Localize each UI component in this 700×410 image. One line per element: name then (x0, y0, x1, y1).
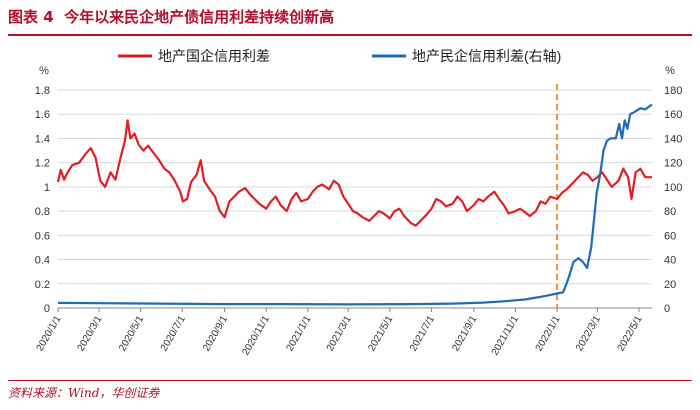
x-tick-label: 2020/3/1 (76, 314, 105, 354)
chart-grid (58, 89, 652, 309)
x-tick-label: 2022/3/1 (574, 314, 603, 354)
y-left-tick-label: 0.4 (35, 255, 50, 267)
y-left-tick-label: 1.2 (35, 158, 50, 170)
x-tick-label: 2022/1/1 (534, 314, 563, 354)
y-left-tick-label: 0.8 (35, 206, 50, 218)
x-tick-label: 2021/7/1 (408, 314, 437, 354)
series-line-1 (57, 103, 653, 306)
legend-label-0: 地产国企信用利差 (158, 48, 270, 64)
title-divider (8, 34, 692, 36)
y-right-tick-label: 140 (664, 133, 682, 145)
chart-container: 0 0.2 0.4 0.6 0.8 1 1.2 1.4 1.6 1.8 0 20 40 60 80 100 12… (0, 34, 700, 379)
series-line-0 (56, 119, 652, 227)
chart-svg: 0 0.2 0.4 0.6 0.8 1 1.2 1.4 1.6 1.8 0 20 40 60 80 100 12… (35, 48, 683, 358)
x-tick-label: 2020/5/1 (117, 314, 146, 354)
figure-title-text: 今年以来民企地产债信用利差持续创新高 (64, 8, 335, 26)
x-tick-label: 2022/5/1 (616, 314, 645, 354)
y-right-unit: % (665, 65, 675, 77)
x-tick-label: 2020/1/1 (35, 314, 64, 354)
chart-legend: 地产国企信用利差 地产民企信用利差(右轴) (118, 48, 561, 64)
x-tick-label: 2021/9/1 (450, 314, 479, 354)
y-right-tick-label: 100 (664, 182, 682, 194)
x-tick-label: 2020/9/1 (201, 314, 230, 354)
y-right-tick-label: 20 (664, 279, 676, 291)
y-left-tick-label: 0.2 (35, 279, 50, 291)
y-right-tick-label: 160 (664, 109, 682, 121)
y-right-tick-label: 180 (664, 85, 682, 97)
x-tick-label: 2021/11/1 (490, 314, 522, 358)
legend-label-1: 地产民企信用利差(右轴) (412, 48, 561, 64)
y-right-tick-label: 80 (664, 206, 676, 218)
source-note: 资料来源：Wind，华创证券 (8, 386, 160, 400)
y-left-tick-label: 1 (44, 182, 50, 194)
y-right-tick-label: 0 (664, 303, 670, 315)
figure-title: 图表 4 今年以来民企地产债信用利差持续创新高 (8, 6, 334, 27)
figure-label: 图表 4 (8, 8, 54, 26)
y-right-tick-label: 120 (664, 158, 682, 170)
x-tick-label: 2021/1/1 (284, 314, 313, 354)
y-left-tick-label: 1.8 (35, 85, 50, 97)
x-tick-label: 2020/11/1 (240, 314, 272, 358)
y-right-tick-label: 60 (664, 230, 676, 242)
y-left-tick-label: 1.6 (35, 109, 50, 121)
x-tick-label: 2021/5/1 (366, 314, 395, 354)
figure-header: 图表 4 今年以来民企地产债信用利差持续创新高 (8, 6, 692, 36)
x-tick-label: 2021/3/1 (325, 314, 354, 354)
y-left-tick-label: 0.6 (35, 230, 50, 242)
y-right-tick-label: 40 (664, 255, 676, 267)
y-left-tick-label: 1.4 (35, 133, 50, 145)
x-tick-label: 2020/7/1 (159, 314, 188, 354)
chart-series (56, 84, 653, 308)
y-left-unit: % (39, 65, 49, 77)
footer-divider (8, 380, 692, 381)
y-left-tick-label: 0 (44, 303, 50, 315)
